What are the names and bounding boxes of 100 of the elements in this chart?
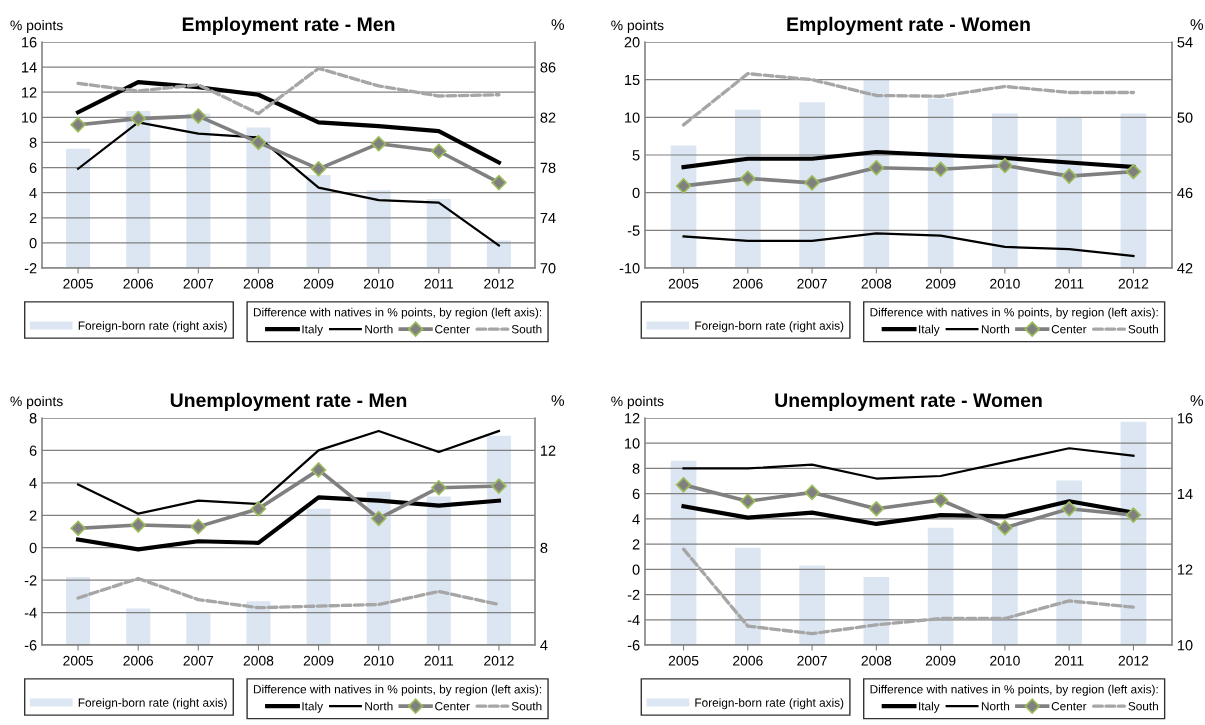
y-tick-label: -10 xyxy=(619,263,640,274)
x-tick-label: 2011 xyxy=(424,655,454,666)
y-tick-label: 20 xyxy=(624,37,640,48)
point xyxy=(370,510,387,527)
x-tick-label: 2009 xyxy=(925,655,956,666)
y-tick-label: -6 xyxy=(24,640,37,651)
x-tick-label: 2011 xyxy=(1054,655,1084,666)
x-tick-label: 2005 xyxy=(63,278,93,289)
point xyxy=(431,480,447,496)
x-tick-label: 2012 xyxy=(1118,278,1149,289)
y2-axis-title: % xyxy=(551,395,565,406)
point xyxy=(868,501,885,517)
y2-axis-title: % xyxy=(1190,395,1204,406)
point xyxy=(70,117,86,133)
legend-title: Difference with natives in % points, by region (left axis): xyxy=(253,307,542,319)
legend-label: North xyxy=(981,324,1010,334)
x-tick-label: 2009 xyxy=(925,278,956,289)
x-tick-label: 2012 xyxy=(484,278,514,289)
point xyxy=(932,492,949,508)
y2-tick-label: 42 xyxy=(1177,263,1193,274)
point xyxy=(997,520,1013,536)
point xyxy=(250,501,267,517)
y-tick-label: -2 xyxy=(627,589,640,600)
point xyxy=(1125,507,1142,523)
line-series xyxy=(76,576,501,610)
legend-label: South xyxy=(511,701,542,711)
line-series xyxy=(682,232,1135,258)
y2-tick-label: 74 xyxy=(540,213,556,224)
point xyxy=(932,161,949,178)
y2-tick-label: 10 xyxy=(1177,640,1193,651)
y-tick-label: 4 xyxy=(29,187,37,198)
y-tick-label: 5 xyxy=(632,150,640,161)
x-tick-label: 2010 xyxy=(990,655,1020,666)
point xyxy=(1061,168,1077,184)
legend-label: Foreign-born rate (right axis) xyxy=(78,698,227,710)
x-tick-label: 2012 xyxy=(484,655,514,666)
line-series xyxy=(76,66,501,116)
y2-tick-label: 82 xyxy=(540,112,556,123)
chart-title: Employment rate - Women xyxy=(787,16,1030,35)
point xyxy=(491,174,507,191)
x-tick-label: 2008 xyxy=(243,655,274,666)
point xyxy=(740,493,756,509)
y-tick-label: 2 xyxy=(29,212,37,224)
x-tick-label: 2011 xyxy=(424,278,454,289)
y-tick-label: 0 xyxy=(632,564,640,575)
x-tick-label: 2011 xyxy=(1054,278,1084,289)
point xyxy=(740,170,756,187)
point xyxy=(804,484,820,501)
legend-label: Foreign-born rate (right axis) xyxy=(78,321,227,333)
y2-axis-title: % xyxy=(1190,19,1204,30)
y-tick-label: 15 xyxy=(625,74,640,86)
x-tick-label: 2010 xyxy=(990,278,1020,289)
y-tick-label: 12 xyxy=(625,413,640,424)
point xyxy=(675,178,692,194)
y-tick-label: -2 xyxy=(24,263,37,274)
y-axis-title: % points xyxy=(10,20,63,33)
line-series xyxy=(681,71,1136,127)
x-tick-label: 2007 xyxy=(797,655,827,666)
y-tick-label: 4 xyxy=(632,514,640,525)
line-series xyxy=(76,429,501,515)
legend-label: Center xyxy=(435,325,470,334)
legend-label: Foreign-born rate (right axis) xyxy=(695,321,844,333)
y-tick-label: 14 xyxy=(22,62,37,73)
point xyxy=(868,160,885,176)
legend-label: Center xyxy=(435,702,470,711)
y-tick-label: 2 xyxy=(29,510,37,521)
y-axis-title: % points xyxy=(611,395,664,409)
legend-label: Italy xyxy=(302,701,324,713)
x-tick-label: 2006 xyxy=(733,278,763,289)
x-tick-label: 2005 xyxy=(668,655,699,666)
y2-tick-label: 14 xyxy=(1177,488,1193,499)
legend-title: Difference with natives in % points, by region (left axis): xyxy=(870,307,1158,319)
x-tick-label: 2007 xyxy=(183,655,214,666)
point xyxy=(1061,501,1077,517)
y-tick-label: 10 xyxy=(22,112,37,123)
point xyxy=(997,157,1013,174)
legend-title: Difference with natives in % points, by region (left axis): xyxy=(870,684,1158,696)
point xyxy=(370,135,387,152)
y2-tick-label: 4 xyxy=(540,640,548,651)
x-tick-label: 2012 xyxy=(1118,655,1149,666)
y-tick-label: 16 xyxy=(22,37,37,48)
x-tick-label: 2006 xyxy=(123,655,154,666)
y-tick-label: 0 xyxy=(29,237,37,249)
y-tick-label: 0 xyxy=(29,542,37,554)
x-tick-label: 2005 xyxy=(63,655,93,666)
point xyxy=(130,517,146,533)
y2-tick-label: 54 xyxy=(1177,37,1193,48)
legend-label: North xyxy=(981,701,1010,711)
y-tick-label: 10 xyxy=(625,438,640,449)
y2-tick-label: 12 xyxy=(540,445,556,456)
x-tick-label: 2006 xyxy=(123,278,154,289)
x-tick-label: 2008 xyxy=(861,278,892,289)
point xyxy=(70,520,86,536)
legend-label: Foreign-born rate (right axis) xyxy=(695,698,844,710)
point xyxy=(190,518,207,535)
legend-label: North xyxy=(365,324,393,334)
y2-tick-label: 46 xyxy=(1177,187,1193,199)
point xyxy=(431,143,447,159)
y-tick-label: 4 xyxy=(29,478,37,489)
legend-label: South xyxy=(511,324,542,334)
